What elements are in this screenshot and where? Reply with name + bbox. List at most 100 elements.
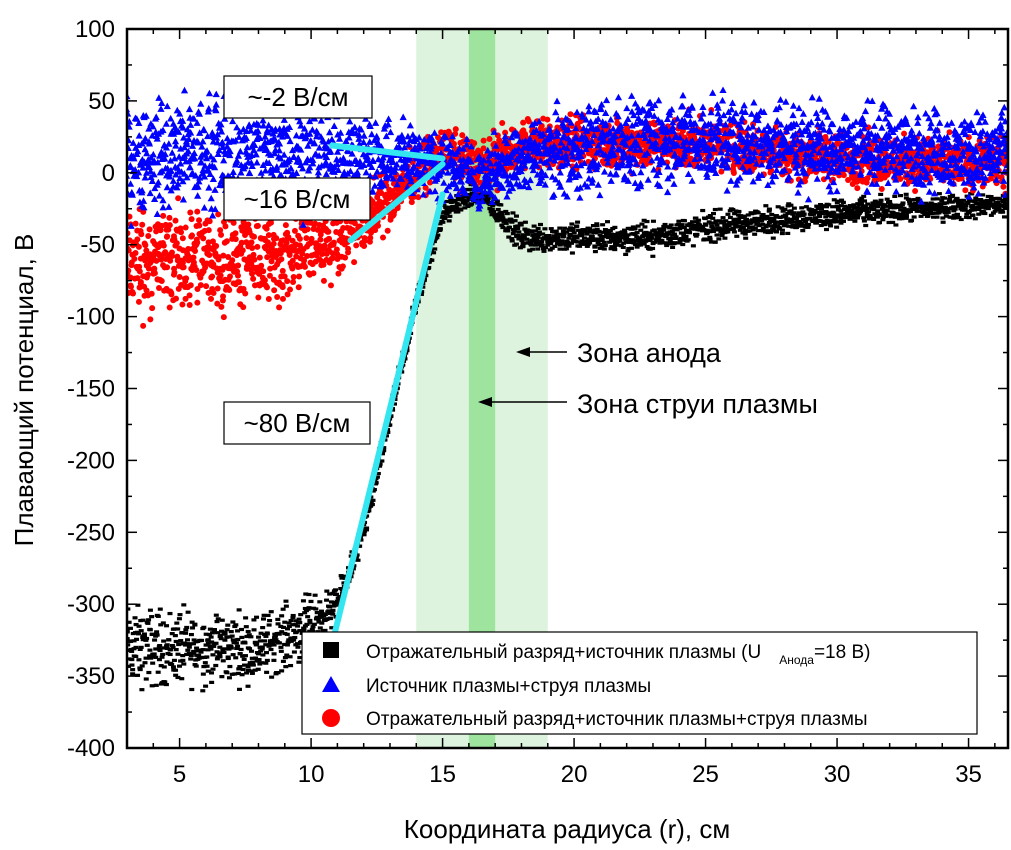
point [564, 230, 570, 234]
point [429, 258, 435, 262]
point [237, 652, 243, 656]
point [250, 275, 257, 282]
point [599, 235, 605, 239]
point [706, 215, 712, 220]
point [770, 236, 776, 240]
point [863, 208, 869, 212]
point [713, 221, 719, 225]
point [799, 206, 805, 210]
point [555, 238, 561, 243]
point [772, 222, 778, 226]
point [157, 607, 163, 611]
point [339, 576, 345, 580]
point [361, 242, 368, 249]
point [992, 209, 998, 213]
point [181, 603, 187, 607]
point [139, 163, 147, 171]
point [800, 229, 806, 233]
point [319, 250, 326, 257]
point [567, 233, 573, 238]
point [233, 156, 241, 164]
point [590, 224, 596, 228]
point [143, 638, 149, 642]
point [145, 139, 154, 147]
point [180, 658, 186, 662]
point [385, 430, 391, 434]
point [279, 295, 286, 302]
point [127, 213, 133, 220]
point [218, 138, 227, 146]
point [141, 134, 149, 142]
point [833, 220, 839, 224]
point [196, 129, 204, 136]
point [857, 198, 863, 202]
point [170, 665, 176, 669]
point [535, 247, 541, 251]
point [265, 295, 272, 302]
point [324, 228, 331, 235]
point [604, 220, 610, 224]
point [149, 122, 157, 130]
point [657, 241, 663, 245]
point [793, 217, 799, 221]
point [230, 638, 236, 642]
point [788, 203, 794, 207]
point [522, 220, 528, 224]
point [883, 211, 889, 216]
point [643, 238, 649, 242]
point [490, 203, 496, 208]
point [295, 284, 302, 291]
point [689, 220, 695, 224]
point [838, 209, 844, 213]
point [159, 655, 165, 659]
point [208, 635, 214, 639]
point [824, 218, 830, 223]
point [461, 198, 467, 202]
point [707, 230, 713, 234]
point [292, 635, 298, 640]
point [374, 475, 380, 479]
point [192, 248, 199, 255]
point [584, 244, 590, 248]
point [156, 658, 162, 662]
point [307, 629, 313, 633]
point [298, 613, 304, 617]
point [775, 205, 781, 209]
point [213, 641, 219, 645]
point [296, 242, 303, 249]
point [585, 237, 591, 241]
point [187, 121, 195, 128]
point [887, 199, 893, 204]
point [844, 215, 850, 219]
point [863, 223, 869, 228]
point [622, 231, 628, 235]
point [164, 264, 171, 271]
point [290, 274, 297, 281]
point [208, 211, 217, 219]
point [340, 225, 347, 232]
point [205, 227, 212, 234]
point [922, 203, 928, 207]
point [855, 216, 861, 220]
point [143, 677, 149, 681]
point [596, 238, 602, 242]
point [184, 652, 190, 657]
point [446, 219, 452, 223]
point [687, 231, 693, 235]
point [610, 234, 616, 238]
point [191, 649, 197, 654]
point [145, 621, 151, 625]
point [461, 194, 467, 199]
point [322, 612, 328, 617]
point [818, 205, 824, 209]
point [295, 624, 301, 628]
point [165, 203, 173, 210]
point [369, 502, 375, 507]
point [304, 253, 311, 260]
point [768, 230, 774, 234]
point [845, 206, 851, 210]
point [315, 617, 321, 621]
point [147, 648, 153, 652]
point [264, 670, 270, 674]
point [149, 615, 155, 619]
